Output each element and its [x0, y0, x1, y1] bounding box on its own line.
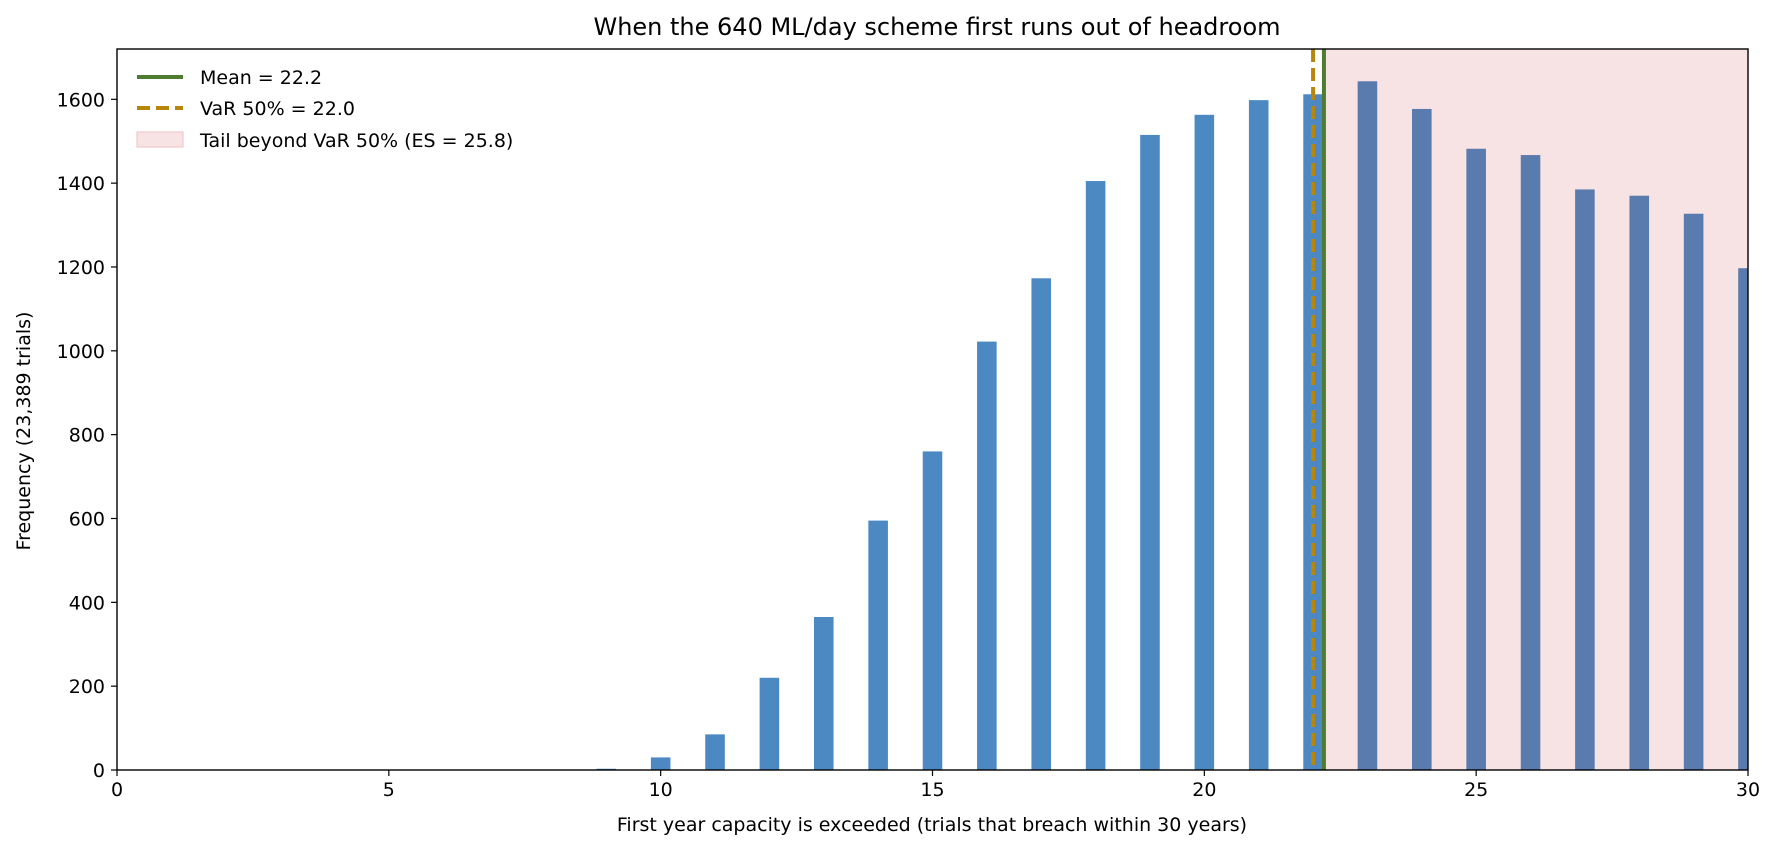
x-axis-title: First year capacity is exceeded (trials …: [617, 814, 1247, 836]
x-tick-label: 0: [111, 779, 123, 801]
bar: [759, 677, 780, 770]
bars-layer: [596, 81, 1748, 771]
bar: [1194, 114, 1215, 771]
bar: [1140, 134, 1160, 771]
bar: [1629, 195, 1650, 771]
bar: [1412, 108, 1432, 770]
bar: [1248, 100, 1269, 771]
bar: [1738, 268, 1748, 770]
x-tick-label: 25: [1464, 779, 1488, 801]
bar: [1520, 155, 1541, 770]
y-tick-label: 600: [69, 508, 105, 530]
legend: Mean = 22.2 VaR 50% = 22.0 Tail beyond V…: [136, 67, 513, 152]
x-axis: 0 5 10 15 20 25 30: [111, 770, 1760, 801]
y-tick-label: 1600: [57, 89, 105, 111]
bar: [813, 616, 834, 770]
bar: [705, 734, 725, 770]
x-tick-label: 5: [383, 779, 395, 801]
y-tick-label: 400: [69, 592, 105, 614]
legend-tail-swatch: [136, 131, 184, 148]
bar: [1357, 81, 1378, 770]
bar: [1683, 213, 1704, 770]
x-tick-label: 30: [1736, 779, 1760, 801]
x-tick-label: 15: [920, 779, 944, 801]
x-tick-label: 20: [1192, 779, 1216, 801]
y-tick-label: 1000: [57, 341, 105, 363]
legend-var-label: VaR 50% = 22.0: [200, 98, 355, 120]
y-tick-label: 1400: [57, 173, 105, 195]
y-tick-label: 200: [69, 676, 105, 698]
x-tick-label: 10: [649, 779, 673, 801]
y-axis: 0 200 400 600 800 1000 1200 1400 1600: [57, 89, 117, 782]
bar: [1466, 148, 1486, 770]
chart-title: When the 640 ML/day scheme first runs ou…: [593, 13, 1280, 41]
y-tick-label: 800: [69, 425, 105, 447]
bar: [650, 757, 671, 770]
y-axis-title: Frequency (23,389 trials): [13, 312, 35, 551]
y-tick-label: 0: [93, 760, 105, 782]
bar: [868, 520, 888, 770]
y-tick-label: 1200: [57, 257, 105, 279]
bar: [1575, 189, 1595, 771]
legend-tail-label: Tail beyond VaR 50% (ES = 25.8): [199, 130, 513, 152]
bar: [1085, 181, 1106, 771]
bar: [922, 451, 943, 770]
bar: [1031, 278, 1052, 770]
legend-mean-label: Mean = 22.2: [200, 67, 322, 89]
reference-lines-layer: [1311, 49, 1326, 770]
bar: [977, 341, 997, 770]
